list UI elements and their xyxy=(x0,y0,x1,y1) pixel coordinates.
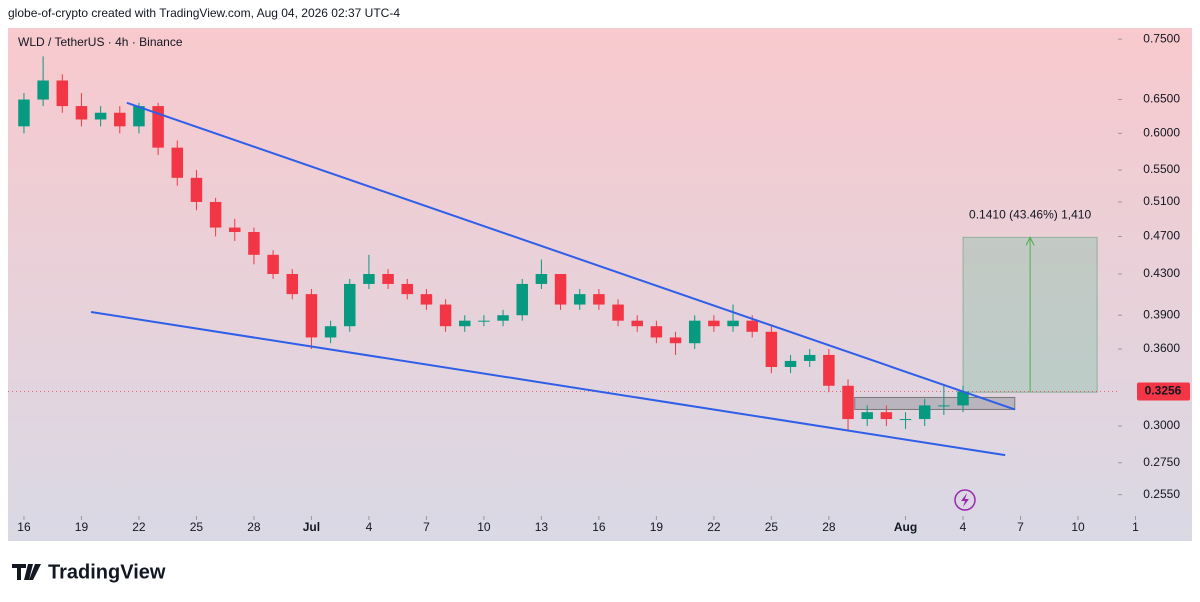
candle-body xyxy=(746,320,758,332)
candle-body xyxy=(573,294,586,305)
x-tick-label: 4 xyxy=(960,520,967,534)
y-tick-label: 0.7500 xyxy=(1143,31,1180,45)
candle-body xyxy=(478,320,490,322)
x-tick-label: Aug xyxy=(894,520,917,534)
candle-body xyxy=(861,412,873,420)
y-tick-label: 0.6000 xyxy=(1143,126,1180,140)
candle-body xyxy=(803,354,816,361)
x-tick-label: Jul xyxy=(303,520,320,534)
candle-body xyxy=(458,320,471,327)
x-tick-label: 22 xyxy=(132,520,146,534)
measure-label: 0.1410 (43.46%) 1,410 xyxy=(969,208,1091,222)
tv-logo xyxy=(12,564,41,580)
candle-body xyxy=(823,354,835,386)
y-tick-label: 0.4300 xyxy=(1143,266,1180,280)
candle-body xyxy=(133,106,145,127)
x-tick-label: 10 xyxy=(477,520,491,534)
candle-body xyxy=(363,274,375,284)
candle-body xyxy=(382,274,394,284)
candle-body xyxy=(420,294,433,305)
candle-body xyxy=(439,304,452,327)
candle-body xyxy=(938,405,950,407)
candle-body xyxy=(190,177,203,202)
candle-body xyxy=(650,326,663,338)
candle-body xyxy=(56,80,69,107)
candle-body xyxy=(708,320,720,327)
alert-icon[interactable] xyxy=(954,489,976,511)
candle-body xyxy=(765,331,778,368)
candle-body xyxy=(593,294,605,305)
candle-body xyxy=(899,419,912,421)
candle-body xyxy=(880,412,893,420)
y-tick-label: 0.5100 xyxy=(1143,194,1180,208)
y-tick-label: 0.5500 xyxy=(1143,162,1180,176)
y-tick-label: 0.3600 xyxy=(1143,341,1180,355)
x-tick-label: 19 xyxy=(75,520,89,534)
footer-brand: TradingView xyxy=(48,561,166,583)
candle-body xyxy=(152,106,164,148)
last-price-label: 0.3256 xyxy=(1145,384,1182,398)
trendline xyxy=(126,101,1016,411)
candle-body xyxy=(535,274,548,284)
x-tick-label: 16 xyxy=(17,520,31,534)
x-tick-label: 25 xyxy=(190,520,204,534)
candle-body xyxy=(669,337,682,344)
candle-body xyxy=(94,112,107,120)
candle-body xyxy=(286,274,299,295)
candle-body xyxy=(18,99,30,127)
y-tick-label: 0.3000 xyxy=(1143,418,1180,432)
plot: 0.7500 0.6500 0.6000 0.5500 0.5100 0.4700 0.43… xyxy=(8,31,1190,534)
x-tick-label: 28 xyxy=(247,520,261,534)
candle-body xyxy=(114,112,126,127)
zone-box xyxy=(854,396,1016,410)
candle-body xyxy=(516,283,528,316)
candle-body xyxy=(75,106,88,120)
y-tick-label: 0.2750 xyxy=(1143,455,1180,469)
y-tick-label: 0.6500 xyxy=(1143,92,1180,106)
x-tick-label: 16 xyxy=(592,520,606,534)
alert-icon-bolt xyxy=(961,493,969,507)
chart-panel xyxy=(8,28,1192,541)
x-tick-label: 4 xyxy=(366,520,373,534)
candle-body xyxy=(37,80,49,100)
candle-body xyxy=(248,231,260,255)
x-tick-label: 22 xyxy=(707,520,721,534)
candle-body xyxy=(497,315,509,321)
y-tick-label: 0.3900 xyxy=(1143,307,1180,321)
chart-title: WLD / TetherUS · 4h · Binance xyxy=(18,35,183,49)
candle-body xyxy=(401,283,413,295)
candle-body xyxy=(612,304,624,321)
candle-body xyxy=(344,283,356,327)
candle-body xyxy=(267,254,279,275)
candle-body xyxy=(918,405,931,420)
x-tick-label: 19 xyxy=(650,520,664,534)
header: globe-of-crypto created with TradingView… xyxy=(8,6,400,20)
candle-body xyxy=(229,227,241,232)
x-tick-label: 1 xyxy=(1132,520,1139,534)
last-price-box xyxy=(1137,382,1190,401)
x-tick-label: 7 xyxy=(1017,520,1024,534)
candle-body xyxy=(957,391,969,406)
x-tick-label: 10 xyxy=(1071,520,1085,534)
candle-body xyxy=(554,274,567,305)
x-tick-label: 28 xyxy=(822,520,836,534)
candle-body xyxy=(842,385,854,420)
candle-body xyxy=(324,326,337,338)
candle-body xyxy=(631,320,643,327)
y-tick-label: 0.4700 xyxy=(1143,229,1180,243)
candle-body xyxy=(727,320,739,327)
candle-body xyxy=(171,147,184,178)
candle-body xyxy=(688,320,701,344)
measure-arrowhead xyxy=(1025,236,1035,246)
trendline xyxy=(90,311,1006,457)
candle-body xyxy=(305,294,318,338)
candle-body xyxy=(784,360,797,368)
x-tick-label: 7 xyxy=(423,520,430,534)
candle-body xyxy=(209,201,222,228)
x-tick-label: 25 xyxy=(765,520,779,534)
x-tick-label: 13 xyxy=(535,520,549,534)
y-tick-label: 0.2550 xyxy=(1143,487,1180,501)
